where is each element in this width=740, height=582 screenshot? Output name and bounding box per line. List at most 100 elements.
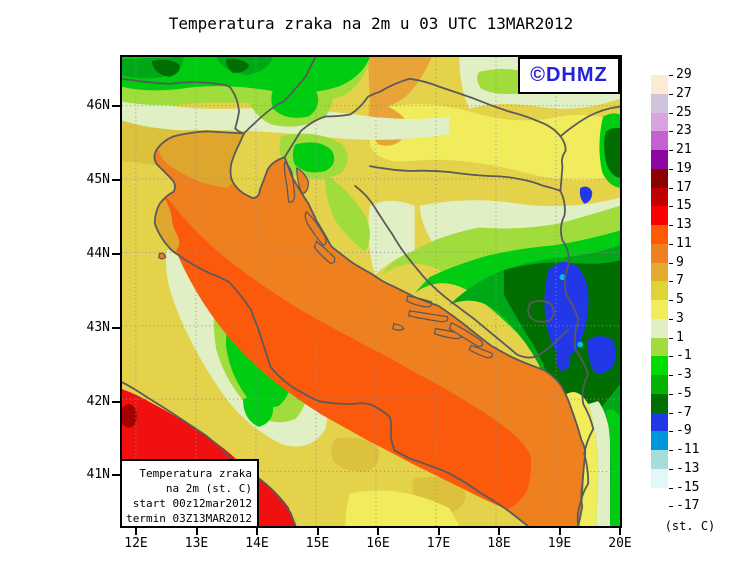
dhmz-logo-box: ©DHMZ: [518, 57, 620, 94]
info-line-2: na 2m (st. C): [165, 482, 252, 495]
cyan-speck-2: [577, 341, 584, 348]
lon-tick-label: 12E: [124, 536, 148, 551]
island-hvar: [407, 310, 449, 323]
legend-tick: [669, 468, 673, 470]
lat-axis-tick: [112, 474, 120, 476]
lon-tick-label: 19E: [547, 536, 572, 551]
legend-tick: [669, 168, 673, 170]
island-peljesac: [448, 321, 484, 348]
lat-tick-label: 46N: [86, 98, 110, 113]
darkgreen-alps-1: [151, 59, 180, 77]
lat-tick-label: 44N: [86, 246, 110, 261]
lon-tick-label: 16E: [366, 536, 390, 551]
green-gorski-core: [292, 142, 335, 173]
border-drina-east: [559, 189, 595, 526]
legend-color-swatch: [651, 318, 668, 338]
legend-tick: [669, 375, 673, 376]
legend-tick: [669, 356, 673, 358]
legend-color-swatch: [651, 393, 668, 413]
light-yellow-heel: [345, 490, 460, 526]
legend-tick-label: 13: [676, 217, 692, 233]
lon-tick-label: 17E: [426, 536, 451, 551]
gold-south-italy-1: [331, 437, 379, 472]
legend-tick: [669, 318, 673, 320]
lat-tick-label: 42N: [86, 394, 110, 409]
lon-axis-tick: [377, 528, 379, 535]
island-small-nw: [157, 252, 167, 260]
lat-axis-tick: [112, 179, 120, 181]
border-italy-slovenia-austria: [122, 57, 317, 135]
lon-tick-label: 20E: [608, 536, 632, 551]
legend-tick-label: 23: [676, 123, 692, 139]
lat-axis-tick: [112, 327, 120, 329]
legend-tick: [669, 243, 673, 245]
green-slovenia-spot: [271, 82, 319, 118]
lat-tick-label: 41N: [86, 467, 110, 482]
legend-tick-label: -9: [676, 423, 692, 439]
coastline-italy-tyrrhenian: [122, 381, 297, 526]
legend-color-swatch: [651, 75, 668, 94]
legend-tick: [669, 262, 673, 264]
legend-color-swatch: [651, 187, 668, 207]
legend-tick: [669, 150, 673, 151]
legend-tick: [669, 187, 673, 189]
legend-tick: [669, 487, 673, 489]
lon-axis-tick: [619, 528, 621, 535]
blue-cold-blob-main: [544, 261, 589, 357]
legend-tick-label: -1: [676, 348, 692, 364]
darkgreen-alps-2: [226, 58, 249, 73]
legend-unit-label: (st. C): [664, 519, 716, 533]
darkgreen-right-edge: [604, 127, 620, 178]
legend-color-swatch: [651, 168, 668, 188]
coastal-green-albania-edge: [606, 409, 620, 526]
legend-color-swatch: [651, 225, 668, 244]
legend-tick-label: 17: [676, 179, 692, 195]
legend-color-swatch: [651, 131, 668, 150]
map-plot-area: ©DHMZ Temperatura zraka na 2m (st. C) st…: [120, 55, 622, 528]
legend-tick: [669, 300, 673, 301]
legend-tick: [669, 393, 673, 395]
legend-color-swatch: [651, 262, 668, 282]
lat-axis-tick: [112, 105, 120, 107]
tyrrhenian-dark-red-spot: [122, 404, 137, 428]
island-korcula: [433, 327, 463, 340]
cyan-speck-1: [559, 274, 566, 281]
legend-color-swatch: [651, 281, 668, 300]
legend-color-swatch: [651, 243, 668, 263]
blue-cold-blob-east: [587, 336, 616, 374]
islands: [157, 160, 494, 359]
legend-color-swatch: [651, 337, 668, 357]
lon-axis-tick: [135, 528, 137, 535]
legend-tick-label: -17: [676, 498, 700, 514]
sea-warm-core-fill: [164, 195, 532, 510]
lon-tick-label: 15E: [305, 536, 330, 551]
legend-color-swatch: [651, 112, 668, 132]
info-line-3: start 00z12mar2012: [132, 497, 252, 510]
legend-tick-label: -5: [676, 385, 692, 401]
island-krk: [295, 166, 310, 195]
legend-color-swatch: [651, 356, 668, 375]
island-vis: [392, 323, 405, 331]
legend-color-swatch: [651, 150, 668, 169]
legend-color-swatch: [651, 487, 668, 507]
legend-tick-label: -7: [676, 404, 692, 420]
legend-tick: [669, 450, 673, 451]
graticule-grid: [122, 57, 620, 526]
border-slovenia-croatia: [283, 90, 381, 159]
legend-tick: [669, 206, 673, 208]
legend-tick: [669, 431, 673, 433]
lat-axis-tick: [112, 401, 120, 403]
coastal-pale-green-albania: [588, 401, 611, 526]
legend-color-swatch: [651, 412, 668, 432]
legend-tick-label: 29: [676, 67, 692, 83]
info-box: Temperatura zraka na 2m (st. C) start 00…: [122, 459, 259, 526]
coastal-yellow-montenegro: [566, 392, 599, 526]
lat-tick-label: 45N: [86, 172, 110, 187]
lat-axis-tick: [112, 253, 120, 255]
lon-axis-tick: [195, 528, 198, 535]
dhmz-logo-text: ©DHMZ: [530, 64, 608, 86]
lon-axis-tick: [256, 528, 258, 535]
lon-tick-label: 14E: [245, 536, 269, 551]
legend-tick: [669, 75, 673, 76]
